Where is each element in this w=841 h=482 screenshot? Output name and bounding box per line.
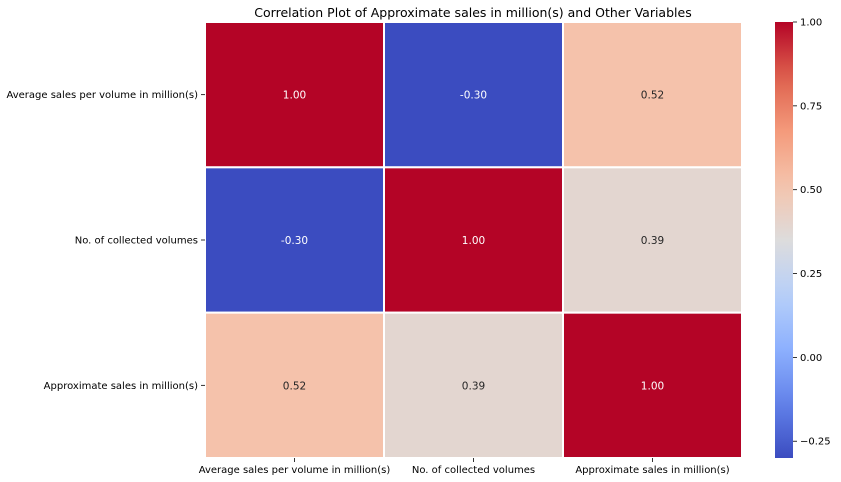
- cell-value-label: 1.00: [462, 235, 485, 247]
- heatmap-cell-r1-c1: [383, 166, 564, 314]
- cell-value-label: 1.00: [283, 90, 306, 102]
- cell-value-label: 0.39: [641, 235, 664, 247]
- cell-value-label: 0.52: [641, 90, 664, 102]
- heatmap-cell-r0-c1: [383, 21, 564, 169]
- col-label: No. of collected volumes: [412, 465, 535, 476]
- row-labels: Average sales per volume in million(s) No…: [6, 90, 205, 392]
- colorbar-tick-label: 1.00: [800, 18, 822, 29]
- cell-value-label: -0.30: [460, 90, 487, 102]
- heatmap-cell-r0-c2: [562, 21, 743, 169]
- row-label: Approximate sales in million(s): [44, 381, 198, 392]
- heatmap-cells: 1.00 -0.30 0.52 -0.30 1.00 0.39 0.52 0.39 1.00: [204, 21, 743, 459]
- colorbar: [775, 22, 793, 458]
- row-label: No. of collected volumes: [75, 236, 198, 247]
- colorbar-ticks: 1.00 0.75 0.50 0.25 0.00 −0.25: [793, 18, 831, 448]
- colorbar-gradient: [775, 22, 793, 458]
- heatmap-cell-r0-c0: [204, 21, 385, 169]
- colorbar-tick-label: −0.25: [800, 437, 831, 448]
- colorbar-tick-label: 0.00: [800, 353, 822, 364]
- col-label: Approximate sales in million(s): [575, 465, 729, 476]
- col-label: Average sales per volume in million(s): [199, 465, 391, 476]
- cell-value-label: -0.30: [281, 235, 308, 247]
- cell-value-label: 1.00: [641, 380, 664, 392]
- heatmap-cell-r2-c1: [383, 311, 564, 459]
- col-labels: Average sales per volume in million(s) No…: [199, 458, 730, 476]
- row-label: Average sales per volume in million(s): [6, 90, 198, 101]
- colorbar-tick-label: 0.25: [800, 269, 822, 280]
- heatmap-cell-r1-c2: [562, 166, 743, 314]
- cell-value-label: 0.52: [283, 380, 306, 392]
- colorbar-tick-label: 0.75: [800, 101, 822, 112]
- colorbar-tick-label: 0.50: [800, 185, 822, 196]
- chart-title: Correlation Plot of Approximate sales in…: [254, 5, 691, 20]
- heatmap-cell-r1-c0: [204, 166, 385, 314]
- cell-value-label: 0.39: [462, 380, 485, 392]
